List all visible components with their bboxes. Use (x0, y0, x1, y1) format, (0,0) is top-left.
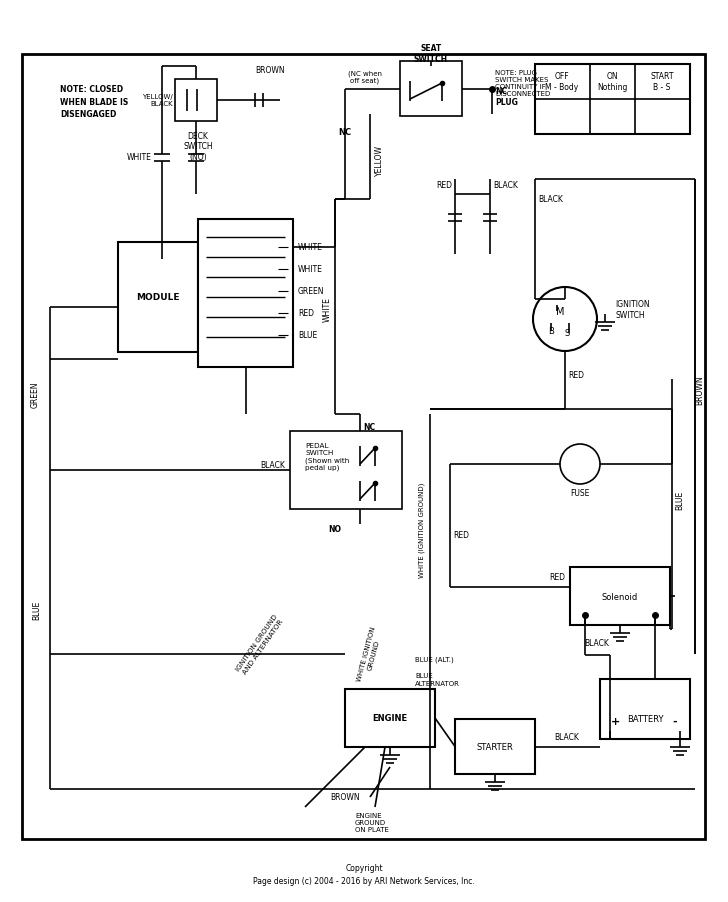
Text: NC: NC (339, 127, 352, 136)
Bar (570, 567, 670, 625)
Text: Copyright
Page design (c) 2004 - 2016 by ARI Network Services, Inc.: Copyright Page design (c) 2004 - 2016 by… (253, 863, 475, 885)
Text: SEAT
SWITCH: SEAT SWITCH (414, 44, 448, 64)
Bar (22, 55, 705, 839)
Text: STARTER: STARTER (477, 742, 513, 751)
Text: DECK
SWITCH
(NO): DECK SWITCH (NO) (183, 132, 213, 161)
Text: NOTE: CLOSED
WHEN BLADE IS
DISENGAGED: NOTE: CLOSED WHEN BLADE IS DISENGAGED (60, 85, 128, 119)
Text: S: S (564, 329, 569, 338)
Bar (175, 80, 217, 122)
Text: YELLOW/
BLACK: YELLOW/ BLACK (142, 94, 173, 106)
Text: WHITE: WHITE (298, 244, 323, 253)
Text: RED: RED (436, 180, 452, 189)
Bar (455, 719, 535, 774)
Text: MODULE: MODULE (136, 293, 180, 302)
Bar (535, 65, 690, 135)
Text: BROWN: BROWN (331, 793, 360, 802)
Text: RED: RED (298, 309, 314, 318)
Text: BATTERY: BATTERY (627, 714, 663, 723)
Bar (600, 679, 690, 739)
Text: RED: RED (549, 573, 565, 582)
Text: YELLOW: YELLOW (375, 144, 384, 175)
Text: IGNITION
SWITCH: IGNITION SWITCH (615, 300, 649, 319)
Text: START
B - S: START B - S (650, 72, 673, 92)
Text: (NC when
off seat): (NC when off seat) (348, 70, 382, 84)
Text: B: B (548, 327, 554, 336)
Text: BLUE: BLUE (676, 490, 684, 509)
Text: M: M (555, 307, 564, 317)
Text: BLACK: BLACK (555, 732, 579, 741)
Text: BLUE: BLUE (298, 331, 317, 340)
Bar (118, 243, 198, 353)
Text: +: + (610, 716, 620, 726)
Text: -: - (673, 716, 677, 726)
Text: NC
PLUG: NC PLUG (495, 87, 518, 106)
Text: WHITE IGNITION
GROUND: WHITE IGNITION GROUND (357, 625, 384, 683)
Text: NO: NO (328, 525, 341, 534)
Text: BLUE: BLUE (33, 600, 41, 619)
Text: NOTE: PLUG
SWITCH MAKES
CONTINUITY IF
DISCONNECTED: NOTE: PLUG SWITCH MAKES CONTINUITY IF DI… (495, 70, 550, 97)
Text: BLACK: BLACK (260, 461, 285, 470)
Text: WHITE: WHITE (127, 153, 152, 162)
Text: WHITE: WHITE (323, 298, 331, 322)
Text: BROWN: BROWN (256, 66, 285, 75)
Text: Solenoid: Solenoid (602, 592, 638, 601)
Text: WHITE: WHITE (298, 265, 323, 274)
Text: ENGINE
GROUND
ON PLATE: ENGINE GROUND ON PLATE (355, 812, 389, 832)
Text: NC: NC (363, 422, 375, 431)
Text: ON
Nothing: ON Nothing (597, 72, 628, 92)
Text: BLUE
ALTERNATOR: BLUE ALTERNATOR (415, 673, 460, 686)
Text: GREEN: GREEN (31, 382, 39, 408)
Bar (345, 689, 435, 747)
Text: BROWN: BROWN (695, 374, 705, 404)
Bar (198, 220, 293, 368)
Text: RED: RED (453, 529, 469, 538)
Text: BLACK: BLACK (585, 639, 609, 648)
Text: OFF
M - Body: OFF M - Body (545, 72, 579, 92)
Text: BLACK: BLACK (493, 180, 518, 189)
Text: ENGINE: ENGINE (373, 713, 408, 723)
Text: BLACK: BLACK (538, 196, 563, 204)
Text: WHITE (IGNITION GROUND): WHITE (IGNITION GROUND) (419, 482, 425, 577)
Bar (400, 62, 462, 117)
Text: IGNITION GROUND
AND ALTERNATOR: IGNITION GROUND AND ALTERNATOR (235, 612, 285, 676)
Text: RED: RED (568, 370, 584, 379)
Bar (290, 431, 402, 510)
Text: BLUE (ALT.): BLUE (ALT.) (415, 656, 454, 662)
Text: FUSE: FUSE (570, 488, 590, 497)
Text: PEDAL
SWITCH
(Shown with
pedal up): PEDAL SWITCH (Shown with pedal up) (305, 443, 349, 471)
Text: GREEN: GREEN (298, 287, 325, 296)
